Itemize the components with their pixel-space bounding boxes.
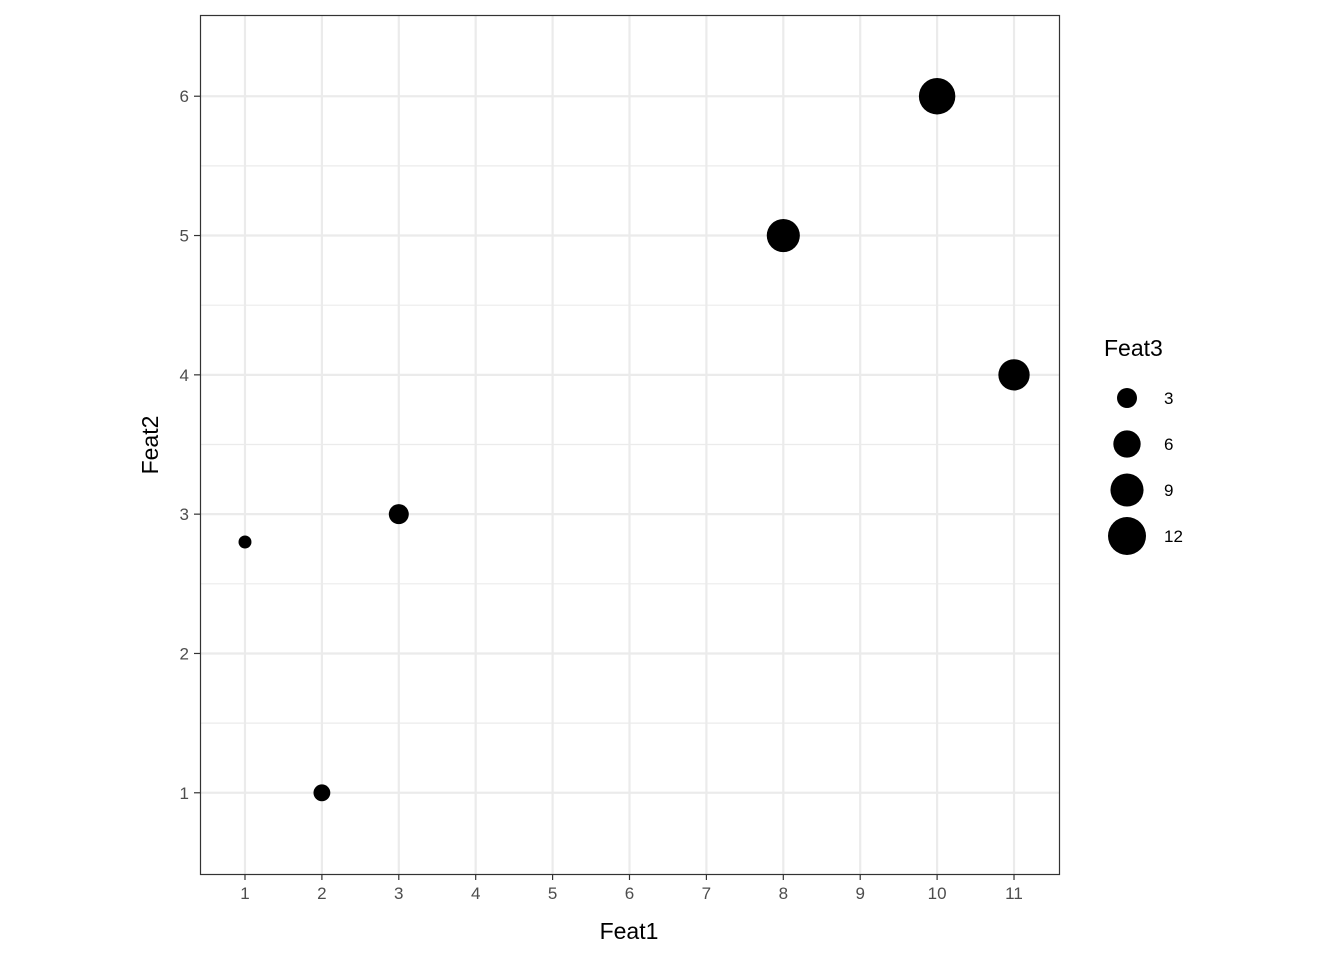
x-tick-label: 1 (240, 884, 249, 903)
x-tick-label: 4 (471, 884, 480, 903)
data-point (313, 784, 331, 802)
legend-label: 6 (1164, 435, 1173, 454)
x-tick-label: 9 (855, 884, 864, 903)
x-axis: 1 2 3 4 5 6 7 8 9 10 11 (240, 874, 1023, 903)
x-tick-label: 6 (625, 884, 634, 903)
x-tick-label: 5 (548, 884, 557, 903)
x-tick-label: 7 (702, 884, 711, 903)
grid (200, 15, 1059, 874)
x-tick-label: 11 (1005, 884, 1023, 903)
y-tick-label: 1 (180, 784, 189, 803)
legend: 3 6 9 12 (1108, 388, 1183, 555)
data-point (388, 504, 409, 525)
x-tick-label: 8 (779, 884, 788, 903)
y-tick-label: 6 (180, 87, 189, 106)
data-point (238, 535, 252, 549)
y-tick-label: 2 (180, 644, 189, 663)
x-axis-title: Feat1 (600, 918, 659, 944)
points (238, 77, 1030, 802)
data-point (918, 77, 956, 115)
y-axis: 1 2 3 4 5 6 (180, 87, 200, 803)
legend-key (1108, 517, 1146, 555)
data-point (766, 218, 800, 253)
legend-key (1117, 388, 1137, 408)
legend-label: 12 (1164, 527, 1183, 546)
x-tick-label: 3 (394, 884, 403, 903)
x-tick-label: 2 (317, 884, 326, 903)
data-point (998, 359, 1030, 391)
y-tick-label: 4 (180, 366, 189, 385)
legend-key (1110, 473, 1144, 507)
y-tick-label: 5 (180, 227, 189, 246)
legend-label: 9 (1164, 481, 1173, 500)
legend-label: 3 (1164, 389, 1173, 408)
legend-key (1113, 430, 1141, 458)
legend-title: Feat3 (1104, 335, 1163, 361)
x-tick-label: 10 (928, 884, 947, 903)
y-axis-title: Feat2 (137, 416, 163, 475)
y-tick-label: 3 (180, 505, 189, 524)
